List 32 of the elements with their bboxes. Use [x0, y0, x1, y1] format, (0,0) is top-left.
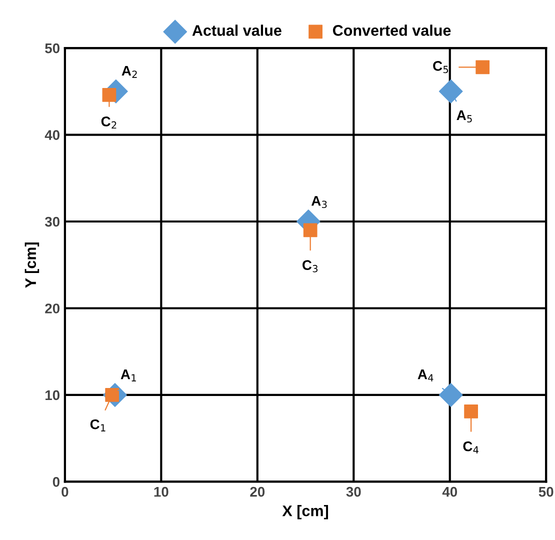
- point: [303, 223, 318, 238]
- y-tick-label: 0: [52, 477, 60, 487]
- y-tick-label: 50: [45, 43, 60, 54]
- y-tick-label: 10: [46, 390, 60, 400]
- x-tick-label: 30: [346, 486, 361, 497]
- x-tick-label: 50: [538, 486, 554, 497]
- point: [438, 79, 463, 104]
- annotation: A$_{5}$: [456, 110, 472, 122]
- legend-label: Converted value: [332, 24, 451, 36]
- point: [102, 88, 116, 102]
- annotation: C$_{2}$: [101, 116, 116, 129]
- y-axis-title: Y [cm]: [24, 242, 40, 288]
- y-tick-label: 40: [44, 130, 60, 140]
- x-tick-label: 10: [154, 486, 168, 497]
- point: [464, 404, 478, 418]
- legend-label: Actual value: [192, 24, 282, 36]
- x-tick-label: 20: [250, 486, 265, 497]
- point: [438, 382, 463, 407]
- annotation: A$_{3}$: [311, 196, 327, 208]
- annotation: C$_{3}$: [302, 260, 318, 272]
- x-tick-label: 0: [62, 486, 68, 497]
- annotation: A$_{1}$: [120, 370, 136, 382]
- annotation: A$_{4}$: [418, 370, 434, 382]
- y-tick-label: 20: [45, 304, 60, 314]
- annotation: A$_{2}$: [122, 66, 137, 78]
- annotation: C$_{4}$: [463, 441, 478, 454]
- x-axis-title: X [cm]: [282, 505, 328, 520]
- y-tick-label: 30: [44, 216, 60, 227]
- x-tick-label: 40: [442, 486, 458, 497]
- point: [476, 60, 490, 74]
- annotation: C$_{5}$: [433, 61, 448, 74]
- annotation: C$_{1}$: [90, 419, 106, 432]
